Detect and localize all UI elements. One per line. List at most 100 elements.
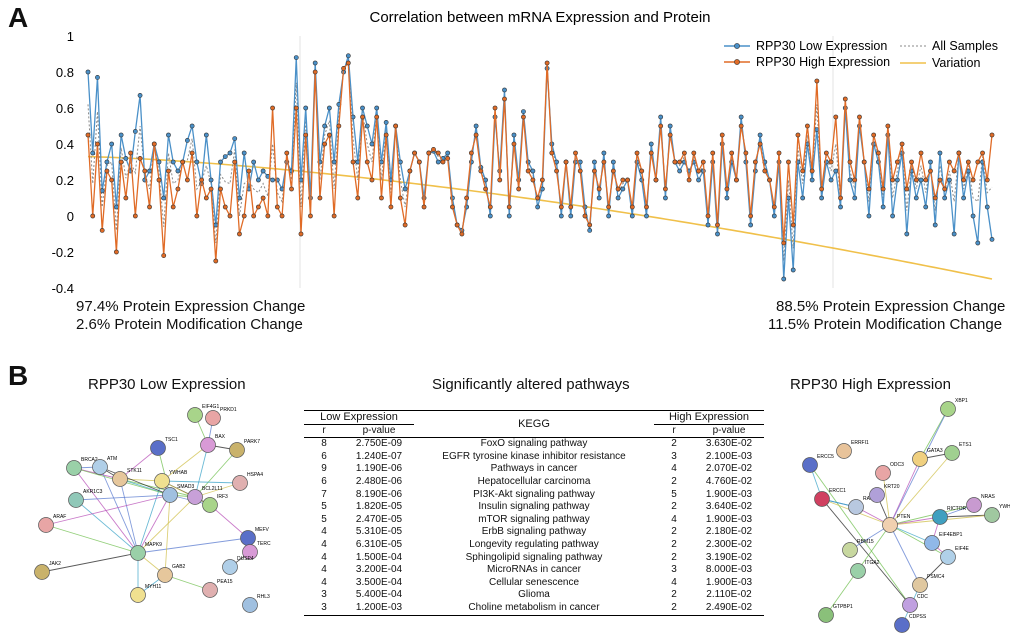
series-high-point (786, 159, 791, 165)
series-high-point (407, 168, 413, 174)
series-high-point (123, 195, 129, 201)
series-high-point (218, 186, 223, 192)
series-high-point (956, 150, 962, 156)
series-high-point (989, 132, 995, 138)
series-low-point (123, 155, 129, 161)
network-node (875, 465, 891, 481)
y-tick-label: 0.2 (56, 173, 74, 188)
kegg-header: KEGG (414, 409, 654, 439)
table-row: 3 5.400E-04 Glioma 2 2.110E-02 (304, 589, 764, 602)
series-high-point (658, 123, 664, 129)
network-node (912, 451, 928, 467)
series-low-point (374, 105, 380, 111)
cell-hp: 4.760E-02 (705, 475, 753, 487)
series-high-point (705, 213, 711, 219)
network-node (882, 517, 898, 533)
y-tick-label: 0.6 (56, 101, 74, 116)
cell-hp: 3.190E-02 (705, 551, 753, 563)
series-low-point (402, 186, 408, 192)
series-low-point (937, 150, 943, 156)
cell-hr: 3 (671, 450, 677, 462)
y-tick-label: 0.8 (56, 65, 74, 80)
series-low-point (360, 105, 365, 111)
series-low-point (620, 186, 626, 192)
network-node (242, 544, 258, 560)
series-high-point (871, 132, 877, 138)
series-low-point (535, 204, 541, 210)
series-high-point (738, 123, 744, 129)
cell-hr: 5 (671, 488, 677, 500)
cell-hp: 8.000E-03 (705, 564, 753, 576)
y-axis-ticks: 1 0.8 0.6 0.4 0.2 0 -0.2 -0.4 (52, 29, 74, 296)
series-high-point (85, 132, 91, 138)
network-node (112, 471, 128, 487)
series-low-point (189, 123, 195, 129)
network-node-label: RBM15 (857, 539, 874, 545)
network-node (205, 410, 221, 426)
network-node (984, 507, 1000, 523)
series-high-point (383, 132, 389, 138)
cell-lp: 2.750E-09 (355, 438, 403, 450)
series-high-point (681, 150, 687, 156)
series-low-point (918, 177, 924, 183)
series-high-point (937, 177, 943, 183)
series-high-point (757, 141, 763, 147)
series-low-point (293, 55, 299, 60)
series-high-point (213, 258, 219, 264)
network-node (130, 545, 146, 561)
series-low-point (104, 159, 110, 165)
legend-all: All Samples (900, 39, 998, 53)
series-high-point (719, 132, 725, 138)
series-high-point (336, 123, 342, 129)
table-row: 9 1.190E-06 Pathways in cancer 4 2.070E-02 (304, 463, 764, 476)
network-node-label: BRCA2 (81, 457, 98, 463)
network-node-label: XBP1 (955, 398, 968, 404)
cell-lp: 1.500E-04 (355, 551, 403, 563)
network-node (162, 487, 178, 503)
series-high-point (596, 186, 602, 192)
series-high-point (298, 231, 304, 237)
network-node-label: TSC1 (165, 437, 178, 443)
network-edge (45, 524, 139, 554)
network-node-label: DUSP4 (237, 556, 254, 562)
cell-hp: 3.640E-02 (705, 501, 753, 513)
cell-lr: 6 (321, 450, 327, 462)
network-node-label: YWHAB (169, 470, 188, 476)
series-low-point (132, 128, 138, 134)
network-edge (889, 458, 921, 526)
network-edges (41, 414, 251, 596)
series-high-point (573, 150, 578, 156)
series-low-point (748, 222, 754, 228)
series-high-point (170, 204, 176, 210)
network-edge (137, 537, 249, 554)
series-high-point (653, 177, 659, 183)
series-low-point (947, 177, 952, 183)
series-low-point (880, 204, 886, 210)
network-edge (889, 504, 975, 526)
network-node (34, 564, 50, 580)
network-edge (45, 494, 171, 526)
network-node-label: MAPK9 (145, 542, 162, 548)
series-high-point (497, 177, 503, 183)
cell-lp: 2.470E-05 (355, 513, 403, 525)
series-low-point (369, 141, 375, 147)
series-high-point (473, 132, 479, 138)
cell-path: Glioma (518, 589, 550, 601)
network-node-label: HSPA4 (247, 472, 263, 478)
cell-lr: 5 (321, 513, 327, 525)
cell-path: ErbB signaling pathway (481, 526, 587, 538)
network-node (940, 549, 956, 565)
network-node (202, 497, 218, 513)
series-high-point (615, 186, 621, 192)
series-low-point (222, 154, 228, 159)
series-high-point (90, 213, 96, 219)
series-high-point (237, 231, 242, 237)
network-node-label: PTEN (897, 514, 911, 520)
series-high-point (677, 159, 683, 165)
series-high-point (724, 186, 730, 192)
series-low-point (615, 195, 621, 201)
series-high-point (454, 222, 460, 228)
series-high-point (776, 150, 782, 156)
network-node-label: MYH11 (145, 584, 162, 590)
series-high-point (554, 168, 559, 174)
